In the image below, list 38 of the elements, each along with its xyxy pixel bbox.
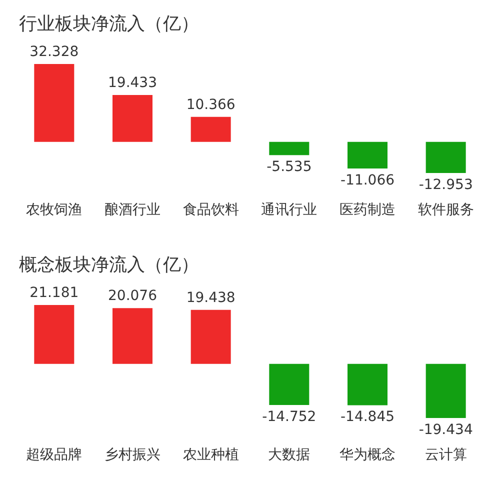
data-label: -19.434 [418,422,473,438]
x-tick-label: 农牧饲渔 [26,202,82,218]
bar [112,95,152,142]
bar [34,305,74,364]
bar [112,308,152,364]
x-tick-label: 乡村振兴 [104,447,160,463]
bar [34,64,74,142]
x-tick-label: 超级品牌 [26,447,82,463]
bar [190,310,231,364]
x-tick-label: 农业种植 [182,447,239,463]
data-label: 19.433 [108,75,157,92]
bar [269,142,310,156]
x-tick-label: 酿酒行业 [104,202,160,218]
x-tick-label: 大数据 [268,447,310,463]
data-label: -12.953 [418,177,473,193]
data-label: -5.535 [266,159,312,176]
data-label: 19.438 [186,290,236,306]
data-label: 10.366 [186,96,236,113]
x-tick-label: 医药制造 [340,202,396,218]
data-label: 20.076 [108,288,158,304]
x-tick-label: 华为概念 [340,447,396,463]
data-label: -14.845 [340,409,395,426]
data-label: 32.328 [30,44,79,60]
chart-title: 概念板块净流入（亿） [19,254,199,276]
x-tick-label: 云计算 [424,447,467,463]
bar [348,364,388,406]
chart-title: 行业板块净流入（亿） [19,14,199,34]
bar [426,142,466,173]
x-tick-label: 通讯行业 [261,202,318,218]
bar [269,364,310,405]
data-label: -14.752 [262,408,316,425]
data-label: -11.066 [340,172,395,188]
x-tick-label: 软件服务 [418,202,474,218]
data-label: 21.181 [30,285,79,301]
bar [426,364,466,418]
x-tick-label: 食品饮料 [182,202,239,218]
bar [348,142,388,168]
bar [190,116,231,142]
